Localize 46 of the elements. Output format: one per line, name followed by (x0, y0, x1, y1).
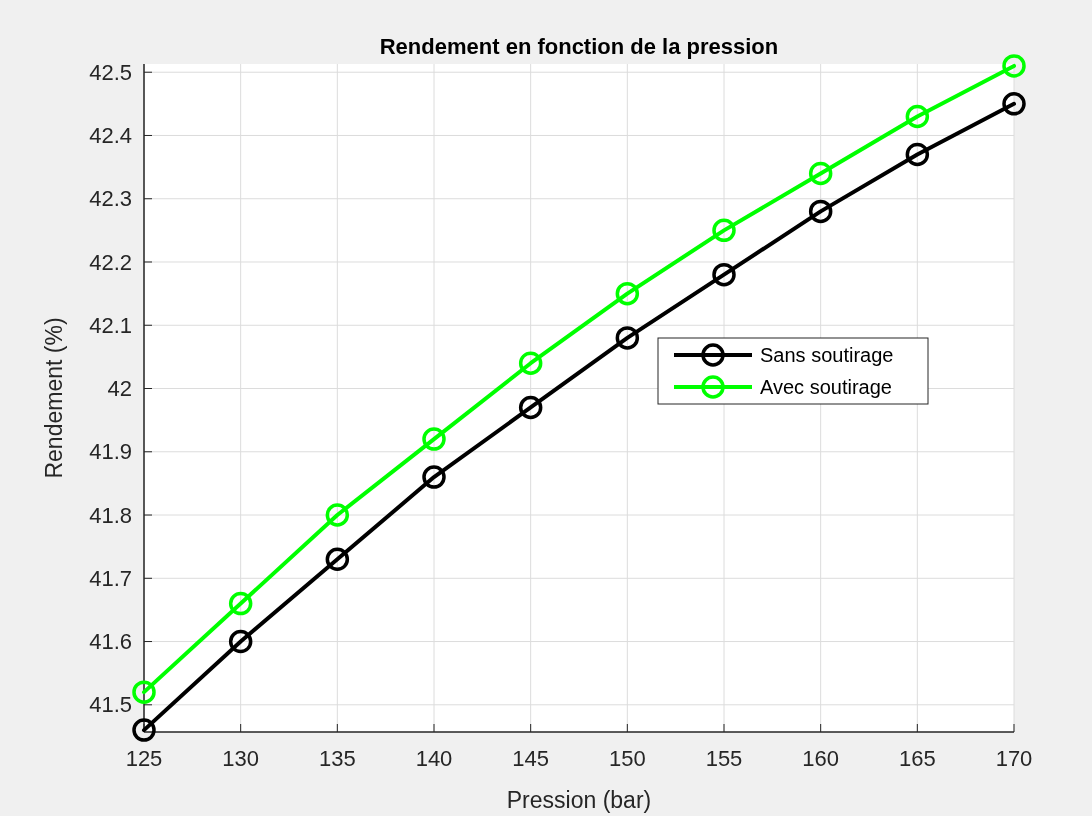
point (712, 218, 736, 243)
y-tick-label: 42.2 (89, 249, 132, 275)
point (228, 591, 253, 616)
y-tick-label: 41.7 (89, 565, 132, 591)
point (1002, 92, 1026, 116)
point (808, 161, 833, 186)
y-tick-label: 41.8 (89, 502, 132, 528)
x-tick-label: 165 (898, 746, 936, 771)
point (325, 547, 350, 572)
point (615, 281, 640, 306)
x-tick-label: 125 (125, 746, 163, 771)
x-tick-label: 170 (995, 746, 1033, 771)
x-tick-label: 145 (512, 746, 550, 771)
point (615, 326, 640, 350)
x-axis-title: Pression (bar) (506, 787, 652, 813)
legend-label: Sans soutirage (760, 344, 894, 366)
y-tick-label: 42.5 (89, 59, 132, 85)
y-axis-title: Rendement (%) (41, 317, 67, 479)
y-tick-label: 41.9 (89, 439, 132, 465)
point (712, 262, 736, 287)
x-tick-label: 140 (415, 746, 453, 771)
x-tick-label: 130 (222, 746, 260, 771)
legend-label: Avec soutirage (760, 376, 892, 398)
x-tick-label: 155 (705, 746, 743, 771)
point (132, 680, 156, 704)
x-tick-label: 135 (318, 746, 356, 771)
point (422, 427, 446, 451)
y-tick-label: 41.6 (89, 629, 132, 655)
point (422, 465, 446, 489)
x-tick-label: 160 (802, 746, 840, 771)
point (808, 199, 833, 224)
point (518, 395, 543, 420)
y-tick-label: 42.4 (89, 123, 132, 149)
point (905, 104, 930, 129)
y-tick-label: 42.3 (89, 186, 132, 212)
point (518, 351, 543, 375)
x-tick-label: 150 (608, 746, 646, 771)
point (905, 142, 930, 167)
point (228, 629, 253, 654)
y-tick-label: 41.5 (89, 692, 132, 718)
y-tick-label: 42 (107, 376, 132, 402)
point (325, 503, 350, 527)
chart-title: Rendement en fonction de la pression (379, 34, 779, 59)
point (1002, 54, 1026, 78)
point (132, 718, 156, 742)
y-tick-label: 42.1 (89, 312, 132, 338)
